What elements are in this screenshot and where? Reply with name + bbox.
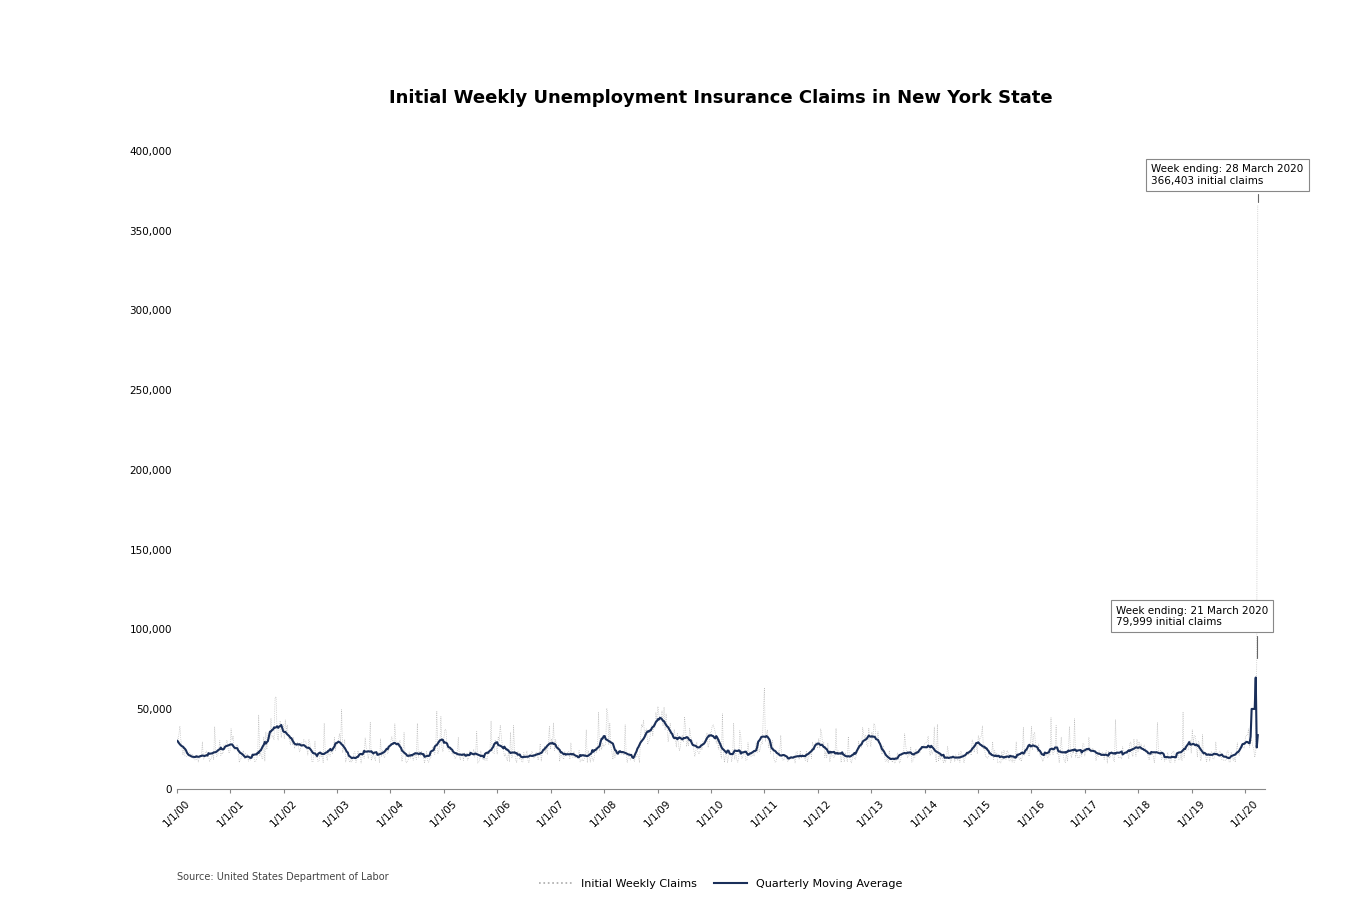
Text: Week ending: 28 March 2020
366,403 initial claims: Week ending: 28 March 2020 366,403 initi… <box>1152 164 1304 202</box>
Text: Source: United States Department of Labor: Source: United States Department of Labo… <box>177 872 389 882</box>
Text: Week ending: 21 March 2020
79,999 initial claims: Week ending: 21 March 2020 79,999 initia… <box>1117 606 1268 658</box>
Legend: Initial Weekly Claims, Quarterly Moving Average: Initial Weekly Claims, Quarterly Moving … <box>534 875 907 893</box>
Title: Initial Weekly Unemployment Insurance Claims in New York State: Initial Weekly Unemployment Insurance Cl… <box>389 89 1053 106</box>
